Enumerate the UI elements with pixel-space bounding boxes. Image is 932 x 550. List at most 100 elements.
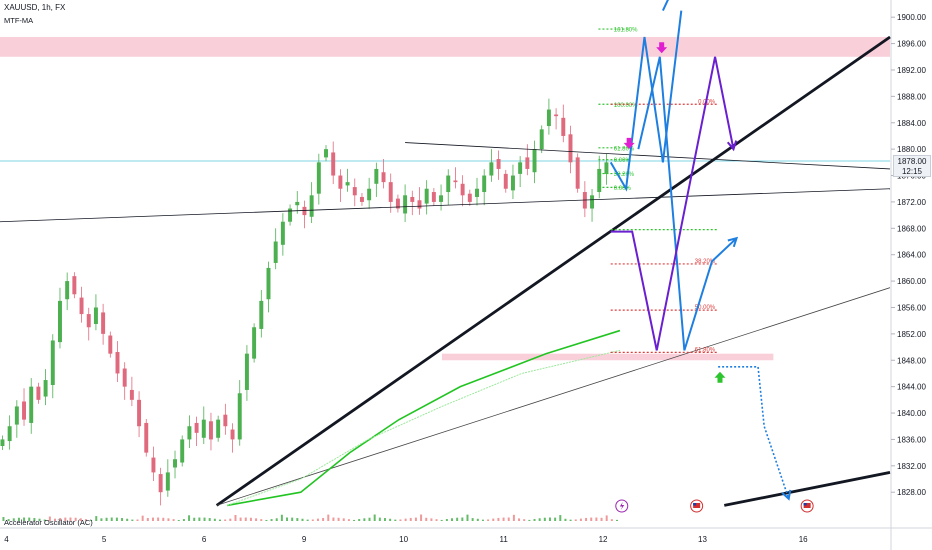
candle — [496, 150, 501, 180]
fib-upper-label: 61.80% — [614, 146, 635, 152]
oscillator-bar — [311, 519, 314, 521]
candle — [36, 382, 41, 404]
candle — [223, 403, 228, 435]
oscillator-bar — [121, 518, 124, 521]
oscillator-bar — [151, 517, 154, 521]
oscillator-bar — [213, 518, 216, 521]
candle-body — [115, 352, 120, 374]
candle-body — [590, 195, 595, 209]
candle-body — [101, 312, 106, 334]
oscillator-bar — [497, 517, 500, 521]
oscillator-bar — [605, 515, 608, 521]
candle — [367, 177, 372, 209]
candle-body — [381, 172, 386, 183]
candle — [273, 228, 278, 270]
candle — [65, 272, 70, 311]
candle — [201, 406, 206, 445]
oscillator-label[interactable]: Accelerator Oscillator (AC) — [4, 518, 93, 527]
oscillator-bar — [224, 519, 227, 521]
oscillator-bar — [466, 514, 469, 521]
candle-body — [288, 208, 293, 222]
candle-body — [93, 307, 98, 324]
candle — [345, 168, 350, 192]
oscillator-bar — [487, 519, 490, 521]
candle — [590, 189, 595, 222]
oscillator-bar — [579, 518, 582, 521]
supply-demand-zone-0 — [0, 36, 890, 57]
oscillator-bar — [600, 517, 603, 521]
candle — [86, 307, 91, 341]
oscillator-bar — [585, 517, 588, 521]
oscillator-bar — [327, 514, 330, 521]
indicator-label[interactable]: MTF-MA — [4, 16, 34, 25]
candle — [388, 173, 393, 213]
candle — [129, 376, 134, 407]
y-tick-label: 1852.00 — [897, 330, 926, 339]
candle — [137, 391, 142, 438]
candle — [93, 294, 98, 331]
oscillator-bar — [141, 515, 144, 521]
candle — [554, 108, 559, 130]
candle-body — [237, 393, 242, 440]
candle-body — [201, 419, 206, 438]
candle — [403, 184, 408, 223]
candle-body — [244, 353, 249, 390]
oscillator-bar — [105, 517, 108, 521]
candle-body — [295, 201, 300, 206]
candle — [216, 415, 221, 442]
fib-lower-label: 61.80% — [695, 347, 716, 353]
oscillator-bar — [590, 517, 593, 521]
last-price-value: 1878.00 — [897, 157, 927, 166]
candle-body — [57, 300, 62, 343]
oscillator-bar — [7, 519, 10, 521]
oscillator-bar — [234, 514, 237, 521]
oscillator-bar — [378, 517, 381, 521]
candle-body — [561, 117, 566, 136]
candle — [144, 418, 149, 457]
candle — [259, 289, 264, 338]
us-flag-event-icon — [800, 499, 814, 513]
oscillator-bar — [373, 514, 376, 521]
oscillator-bar — [203, 517, 206, 521]
candle-body — [129, 389, 134, 400]
candle-body — [604, 162, 609, 174]
oscillator-bar — [54, 518, 57, 521]
candle — [575, 153, 580, 193]
oscillator-bar — [43, 519, 46, 521]
triangle-lower — [0, 188, 891, 223]
candle-body — [403, 195, 408, 214]
moving-average-main — [226, 329, 621, 507]
oscillator-bar — [131, 519, 134, 521]
candle — [50, 334, 55, 399]
x-tick-label: 6 — [202, 535, 207, 544]
symbol-title[interactable]: XAUUSD, 1h, FX — [4, 3, 66, 12]
fib-upper-label: 161.80% — [614, 28, 638, 34]
oscillator-bar — [296, 518, 299, 521]
bar-countdown: 12:15 — [901, 167, 923, 176]
x-tick-label: 9 — [302, 535, 307, 544]
oscillator-bar — [48, 516, 51, 521]
oscillator-bar — [136, 519, 139, 521]
x-tick-label: 10 — [399, 535, 408, 544]
candle — [460, 175, 465, 207]
candle-body — [165, 472, 170, 491]
candle-body — [302, 206, 307, 216]
candle-body — [79, 297, 84, 315]
oscillator-bar — [502, 517, 505, 521]
oscillator-bar — [342, 518, 345, 521]
projection-blue-up — [609, 10, 683, 192]
candle — [561, 104, 566, 143]
oscillator-bar — [172, 519, 175, 521]
candle — [453, 167, 458, 189]
supply-demand-zone-1 — [441, 353, 774, 361]
oscillator-bar — [554, 517, 557, 521]
lower-uptrend — [216, 287, 891, 506]
oscillator-bar — [64, 517, 67, 521]
candle — [582, 181, 587, 218]
candle-body — [0, 439, 5, 447]
candle — [546, 98, 551, 135]
oscillator-bar — [559, 515, 562, 521]
candle — [115, 341, 120, 383]
oscillator-bar — [425, 517, 428, 521]
